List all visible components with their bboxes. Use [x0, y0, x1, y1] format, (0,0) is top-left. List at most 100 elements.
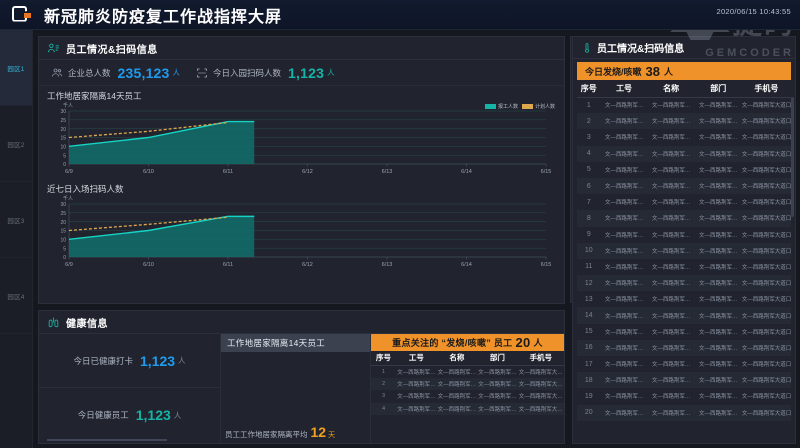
table-row[interactable]: 7 文—西路荆军… 文—西路荆军… 文—西路荆军… 文—西路荆军大道口 [577, 194, 791, 210]
table-row[interactable]: 9 文—西路荆军… 文—西路荆军… 文—西路荆军… 文—西路荆军大道口 [577, 227, 791, 243]
fever-table: 序号 工号 名称 部门 手机号 1 文—西路荆军… 文—西路荆军… 文—西路荆军… 文—西路荆军… [371, 351, 564, 415]
table-header-row: 序号 工号 名称 部门 手机号 [577, 80, 791, 98]
scan-frame-icon [196, 67, 208, 79]
table-row[interactable]: 11 文—西路荆军… 文—西路荆军… 文—西路荆军… 文—西路荆军大道口 [577, 259, 791, 275]
table-cell: 文—西路荆军… [600, 177, 648, 195]
row-index: 4 [577, 145, 601, 162]
employee-scan-panel-header: 员工情况&扫码信息 [39, 37, 564, 60]
total-employees-value: 235,123 [117, 64, 170, 81]
table-row[interactable]: 16 文—西路荆军… 文—西路荆军… 文—西路荆军… 文—西路荆军大道口 [577, 339, 791, 356]
table-row[interactable]: 1 文—西路荆军… 文—西路荆军… 文—西路荆军… 文—西路荆军大… [371, 365, 564, 378]
today-fever-unit: 人 [663, 66, 673, 77]
table-cell: 文—西路荆军… [651, 135, 691, 142]
table-row[interactable]: 17 文—西路荆军… 文—西路荆军… 文—西路荆军… 文—西路荆军大道口 [577, 356, 791, 372]
svg-text:5: 5 [63, 153, 66, 159]
table-row[interactable]: 20 文—西路荆军… 文—西路荆军… 文—西路荆军… 文—西路荆军大道口 [577, 404, 791, 421]
table-cell: 文—西路荆军大道口 [741, 404, 791, 421]
row-index: 3 [586, 133, 591, 141]
table-row[interactable]: 3 文—西路荆军… 文—西路荆军… 文—西路荆军… 文—西路荆军大… [371, 390, 564, 403]
svg-text:6/11: 6/11 [223, 169, 233, 175]
employee-scan-panel: 员工情况&扫码信息 企业总人数 235,123 人 今日入园扫码人数 1,123… [38, 36, 565, 304]
table-row[interactable]: 2 文—西路荆军… 文—西路荆军… 文—西路荆军… 文—西路荆军大道口 [577, 113, 791, 130]
table-cell: 文—西路荆军… [600, 242, 648, 259]
svg-text:6/10: 6/10 [143, 262, 154, 268]
chart-isolation-14days: 工作地居家隔离14天员工 千人 报工人数 计划人数 0 5 10 15 20 25 30 6/… [39, 86, 564, 177]
table-cell: 文—西路荆军… [436, 377, 478, 390]
table-cell: 文—西路荆军… [477, 377, 518, 390]
table-row[interactable]: 12 文—西路荆军… 文—西路荆军… 文—西路荆军… 文—西路荆军大道口 [577, 275, 791, 292]
column-header: 工号 [600, 80, 648, 98]
summary-stats-row: 企业总人数 235,123 人 今日入园扫码人数 1,123 人 [39, 60, 564, 86]
table-row[interactable]: 13 文—西路荆军… 文—西路荆军… 文—西路荆军… 文—西路荆军大道口 [577, 291, 791, 307]
table-cell: 文—西路荆军… [651, 232, 691, 239]
svg-text:25: 25 [60, 211, 66, 217]
svg-text:6/12: 6/12 [302, 169, 313, 175]
chart-recent-7day-scans: 近七日入场扫码人数 千人 0 5 10 15 20 25 30 6/9 6/10 6/11 6/12… [39, 177, 564, 270]
sidebar-item-park1[interactable]: 园区1 [0, 30, 32, 106]
sidebar-item-label: 园区3 [7, 217, 25, 225]
table-row[interactable]: 5 文—西路荆军… 文—西路荆军… 文—西路荆军… 文—西路荆军大道口 [577, 162, 791, 178]
table-cell: 文—西路荆军大道口 [741, 135, 791, 142]
health-checkin-unit: 人 [178, 356, 186, 365]
column-header: 手机号 [517, 351, 564, 366]
row-index: 9 [586, 231, 591, 239]
svg-text:20: 20 [60, 220, 66, 226]
sidebar-item-park3[interactable]: 园区3 [0, 182, 32, 258]
sidebar-item-park4[interactable]: 园区4 [0, 258, 32, 334]
table-row[interactable]: 14 文—西路荆军… 文—西路荆军… 文—西路荆军… 文—西路荆军大道口 [577, 307, 791, 324]
table-cell: 文—西路荆军… [600, 145, 648, 162]
today-fever-count: 38 [645, 63, 660, 79]
sidebar-item-park2[interactable]: 园区2 [0, 106, 32, 182]
table-row[interactable]: 3 文—西路荆军… 文—西路荆军… 文—西路荆军… 文—西路荆军大道口 [577, 129, 791, 145]
table-cell: 文—西路荆军… [604, 135, 644, 142]
isolation-average-value: 12 [310, 424, 327, 440]
table-row[interactable]: 1 文—西路荆军… 文—西路荆军… 文—西路荆军… 文—西路荆军大道口 [577, 97, 791, 113]
healthy-employees-value: 1,123 [135, 407, 171, 423]
table-cell: 文—西路荆军… [604, 232, 644, 239]
table-cell: 文—西路荆军… [694, 404, 742, 421]
table-row[interactable]: 15 文—西路荆军… 文—西路荆军… 文—西路荆军… 文—西路荆军大道口 [577, 324, 791, 340]
table-cell: 文—西路荆军… [647, 210, 695, 227]
table-cell: 文—西路荆军… [694, 307, 742, 324]
row-index: 2 [577, 113, 601, 130]
employee-scan-panel-title: 员工情况&扫码信息 [66, 44, 158, 56]
today-scan-label: 今日入园扫码人数 [213, 67, 282, 78]
table-cell: 文—西路荆军大道口 [741, 339, 791, 356]
table-row[interactable]: 2 文—西路荆军… 文—西路荆军… 文—西路荆军… 文—西路荆军大… [371, 377, 564, 390]
table-cell: 文—西路荆军… [647, 339, 695, 356]
svg-text:6/14: 6/14 [461, 169, 472, 175]
row-index: 13 [584, 295, 593, 303]
svg-text:0: 0 [63, 162, 66, 168]
table-cell: 文—西路荆军… [600, 339, 648, 356]
table-cell: 文—西路荆军大… [518, 369, 563, 376]
table-cell: 文—西路荆军大道口 [741, 394, 791, 401]
column-header: 部门 [694, 80, 742, 98]
row-index: 1 [382, 368, 386, 375]
table-row[interactable]: 10 文—西路荆军… 文—西路荆军… 文—西路荆军… 文—西路荆军大道口 [577, 242, 791, 259]
vertical-scrollbar[interactable] [791, 97, 794, 217]
table-row[interactable]: 4 文—西路荆军… 文—西路荆军… 文—西路荆军… 文—西路荆军大道口 [577, 145, 791, 162]
table-row[interactable]: 18 文—西路荆军… 文—西路荆军… 文—西路荆军… 文—西路荆军大道口 [577, 372, 791, 389]
isolation-average-label: 员工工作地居家隔离平均 [225, 430, 308, 439]
table-row[interactable]: 8 文—西路荆军… 文—西路荆军… 文—西路荆军… 文—西路荆军大道口 [577, 210, 791, 227]
row-index: 5 [586, 166, 591, 174]
horizontal-scrollbar[interactable] [47, 439, 167, 441]
table-cell: 文—西路荆军大… [517, 377, 564, 390]
table-cell: 文—西路荆军… [600, 275, 648, 292]
chart-legend: 报工人数 计划人数 [484, 103, 555, 110]
table-cell: 文—西路荆军… [604, 103, 644, 110]
column-header: 序号 [577, 80, 601, 98]
table-row[interactable]: 6 文—西路荆军… 文—西路荆军… 文—西路荆军… 文—西路荆军大道口 [577, 177, 791, 195]
table-row[interactable]: 19 文—西路荆军… 文—西路荆军… 文—西路荆军… 文—西路荆军大道口 [577, 388, 791, 404]
table-cell: 文—西路荆军… [651, 297, 691, 304]
chart-title: 工作地居家隔离14天员工 [47, 91, 142, 101]
table-row[interactable]: 4 文—西路荆军… 文—西路荆军… 文—西路荆军… 文—西路荆军大… [371, 402, 564, 415]
svg-text:30: 30 [60, 109, 66, 115]
table-cell: 文—西路荆军… [698, 264, 738, 271]
fever-focus-table: 重点关注的 “发烧/咳嗽” 员工 20 人 序号 工号 名称 部门 手机号 1 文—西路荆… [371, 334, 564, 443]
column-header: 部门 [477, 351, 518, 366]
table-cell: 文—西路荆军… [600, 404, 648, 421]
row-index: 15 [584, 328, 593, 336]
svg-text:30: 30 [60, 202, 66, 208]
table-cell: 文—西路荆军… [694, 372, 742, 389]
